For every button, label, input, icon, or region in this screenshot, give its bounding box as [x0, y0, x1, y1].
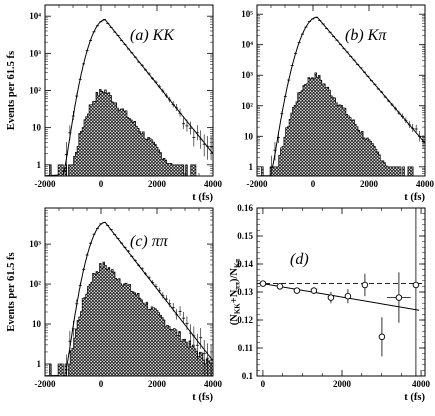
- x-tick-label: -2000: [247, 179, 268, 189]
- background-histogram: [45, 261, 214, 377]
- y-tick-label: 0.11: [238, 343, 254, 353]
- data-point: [276, 283, 284, 290]
- y-tick-label: 0.12: [237, 315, 253, 325]
- panel-b: -2000 0 2000 4000 1 10 10² 10³ 10⁴ 10⁵ t (fs) (b) K…: [241, 4, 435, 203]
- panel-title: (a) KK: [130, 27, 175, 44]
- y-tick-label: 0.13: [237, 287, 253, 297]
- data-point: [259, 280, 267, 287]
- x-tick-label: 4000: [204, 179, 223, 189]
- x-tick-label: 4000: [204, 379, 223, 389]
- x-tick-label: 2000: [148, 379, 167, 389]
- y-axis-label: Events per 61.5 fs: [6, 252, 17, 331]
- y-tick-label: 1: [37, 160, 42, 170]
- y-tick-label: 10²: [29, 86, 41, 96]
- y-axis-label: (NKK+Nππ)/NKπ: [229, 259, 242, 326]
- y-tick-label: 10⁴: [241, 40, 253, 50]
- data-point: [412, 281, 420, 289]
- signal-curve: [44, 19, 214, 177]
- plot-frame: [256, 207, 426, 377]
- data-point: [378, 333, 386, 341]
- data-point: [395, 294, 403, 301]
- panel-title: (c) ππ: [130, 233, 169, 250]
- x-tick-label: 0: [261, 379, 266, 389]
- y-tick-label: 0.15: [237, 231, 253, 241]
- y-tick-label: 10²: [241, 101, 253, 111]
- y-tick-label: 0.16: [237, 203, 253, 213]
- background-histogram: [257, 72, 415, 177]
- y-tick-label: 10: [244, 131, 254, 141]
- y-tick-label: 10: [32, 319, 42, 329]
- x-axis-label: t (fs): [404, 392, 425, 403]
- y-tick-label: 10³: [29, 48, 41, 58]
- y-tick-label: 10: [32, 123, 42, 133]
- x-tick-label: 4000: [412, 379, 431, 389]
- x-tick-label: -2000: [35, 179, 56, 189]
- data-point: [310, 287, 318, 294]
- y-tick-label: 10³: [29, 239, 41, 249]
- background-histogram: [45, 89, 198, 177]
- x-axis-label: t (fs): [192, 392, 213, 403]
- x-tick-label: 0: [99, 379, 104, 389]
- y-tick-label: 10⁴: [29, 11, 41, 21]
- data-point: [344, 292, 352, 300]
- y-tick-label: 1: [249, 162, 254, 172]
- x-tick-label: -2000: [35, 379, 56, 389]
- x-tick-label: 2000: [360, 179, 379, 189]
- x-tick-label: 4000: [416, 179, 435, 189]
- x-tick-label: 0: [311, 179, 316, 189]
- y-tick-label: 0.14: [237, 259, 253, 269]
- data-point: [327, 294, 335, 301]
- y-tick-label: 1: [37, 359, 42, 369]
- panel-a: -2000 0 2000 4000 1 10 10² 10³ 10⁴ t (fs) Events p…: [6, 4, 223, 203]
- x-axis-label: t (fs): [404, 192, 425, 203]
- y-tick-label: 0.1: [242, 371, 254, 381]
- panel-title: (d): [290, 251, 309, 268]
- x-tick-label: 2000: [148, 179, 167, 189]
- y-axis-label: Events per 61.5 fs: [6, 51, 17, 130]
- data-point: [293, 287, 301, 294]
- data-point: [361, 281, 369, 289]
- panel-title: (b) Kπ: [345, 27, 387, 44]
- y-tick-label: 10⁵: [241, 9, 253, 19]
- x-tick-label: 2000: [333, 379, 352, 389]
- panel-d: 0 2000 4000 0.1 0.11 0.12 0.13 0.14 0.15 0.16 t (f…: [229, 203, 431, 403]
- y-tick-label: 10²: [29, 279, 41, 289]
- panel-c: -2000 0 2000 4000 1 10 10² 10³ t (fs) Events per …: [6, 207, 223, 403]
- fit-line: [262, 283, 420, 311]
- x-axis-label: t (fs): [192, 192, 213, 203]
- y-tick-label: 10³: [241, 70, 253, 80]
- x-tick-label: 0: [99, 179, 104, 189]
